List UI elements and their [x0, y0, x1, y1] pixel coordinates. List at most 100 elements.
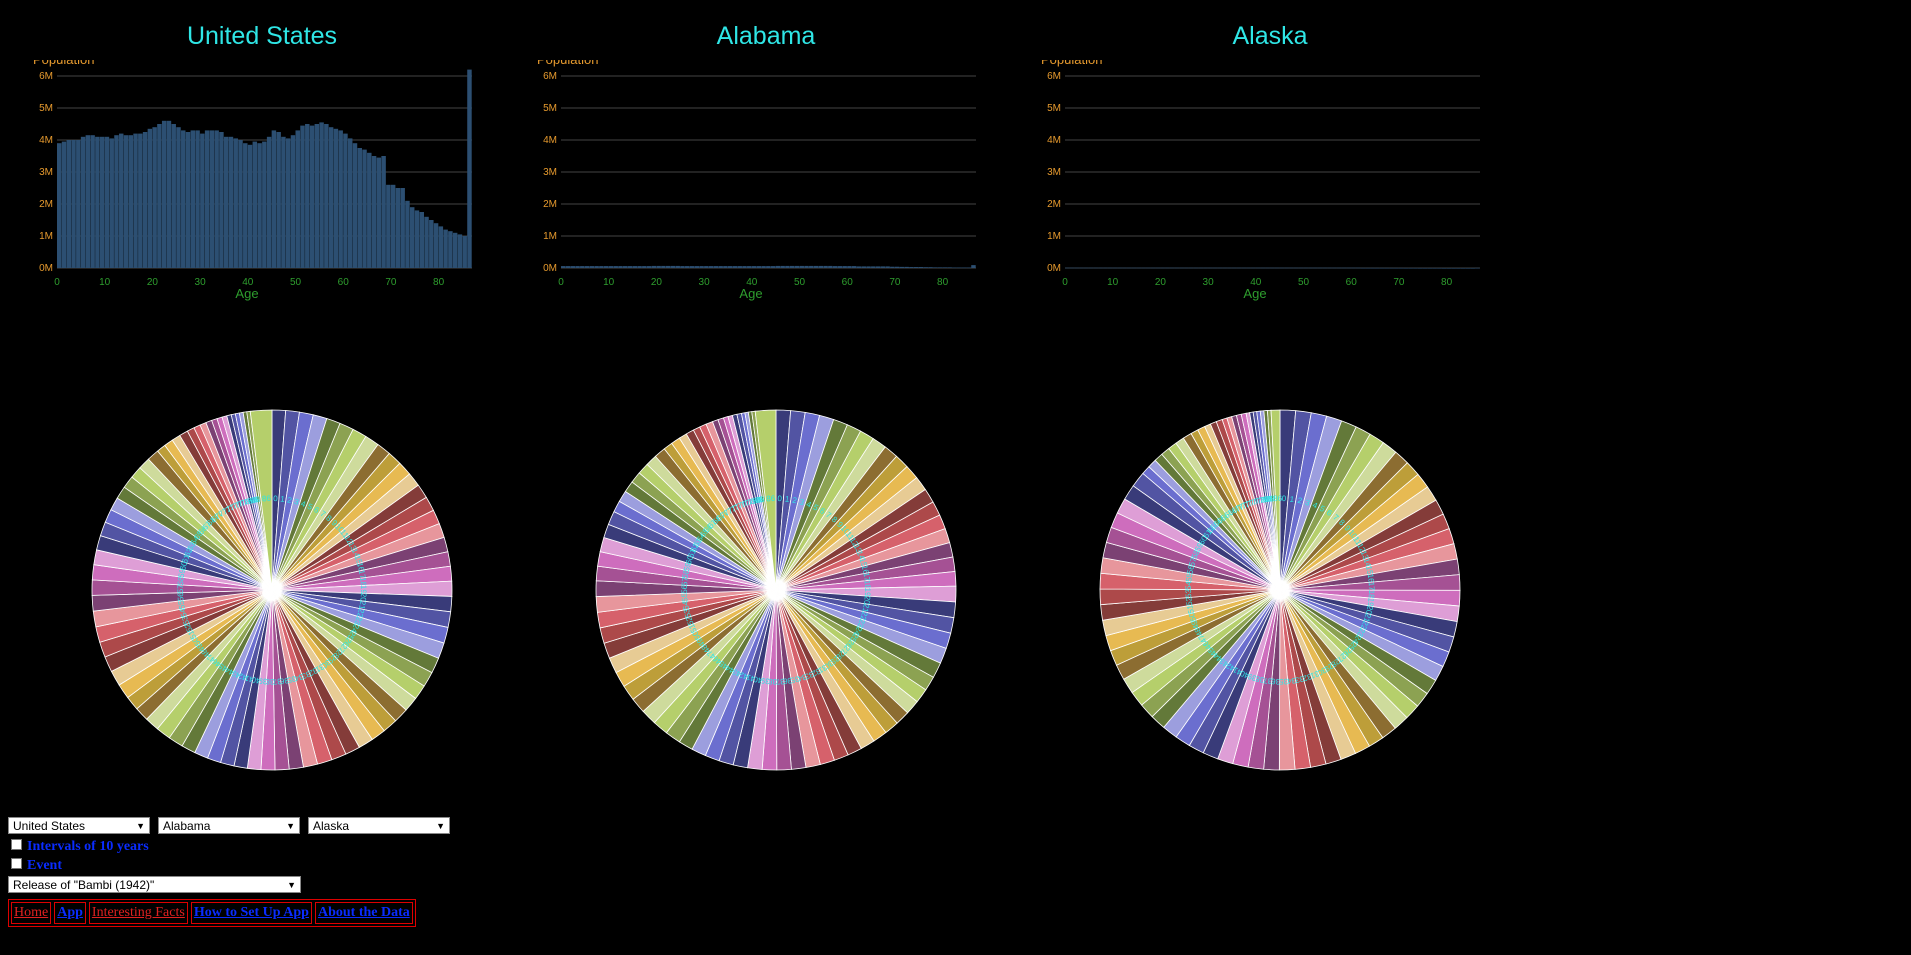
- bar: [1103, 267, 1108, 269]
- intervals-checkbox[interactable]: [11, 839, 22, 850]
- bar: [1370, 267, 1375, 269]
- bar: [1379, 267, 1385, 269]
- x-axis-label: Age: [235, 286, 258, 301]
- x-tick-label: 30: [195, 277, 207, 288]
- y-tick-label: 6M: [1047, 71, 1061, 82]
- y-tick-label: 1M: [1047, 231, 1061, 242]
- bar: [1327, 267, 1332, 269]
- region-select-2[interactable]: Alabama ▼: [158, 817, 300, 834]
- bar: [1293, 267, 1299, 269]
- bar: [1093, 267, 1099, 269]
- bar: [1451, 267, 1456, 269]
- bar: [1384, 267, 1390, 269]
- bar: [918, 267, 924, 268]
- bar: [133, 133, 138, 268]
- pie-slice-label: 53: [1184, 588, 1193, 598]
- bar: [195, 130, 200, 268]
- pie-slice-label: 84: [253, 494, 264, 504]
- bar: [780, 265, 785, 268]
- bar: [76, 140, 81, 268]
- event-select[interactable]: Release of "Bambi (1942)" ▼: [8, 876, 301, 893]
- bar: [775, 265, 781, 268]
- bar: [1394, 267, 1399, 269]
- pie-slice-label: 53: [682, 607, 693, 618]
- bar: [861, 266, 866, 268]
- event-checkbox[interactable]: [11, 858, 22, 869]
- pie-slice-label: 55: [680, 592, 690, 602]
- x-tick-label: 20: [1155, 277, 1167, 288]
- y-tick-label: 5M: [1047, 103, 1061, 114]
- bar: [395, 188, 401, 268]
- pie-slice-label: 21: [357, 600, 367, 611]
- pie-slice-label: 16: [355, 561, 366, 572]
- x-tick-label: 0: [558, 277, 564, 288]
- bar: [1251, 267, 1256, 269]
- region-select-1[interactable]: United States ▼: [8, 817, 150, 834]
- bar: [966, 267, 971, 269]
- pie-slice-label: 36: [279, 676, 290, 686]
- pie-slice-label: 20: [358, 592, 368, 602]
- bar: [1332, 267, 1337, 269]
- nav-app-link[interactable]: App: [54, 902, 86, 924]
- pie-slice-label: 0: [777, 494, 782, 503]
- pie-slice-label: 3: [1304, 498, 1311, 508]
- nav-home-link[interactable]: Home: [11, 902, 52, 924]
- x-tick-label: 20: [147, 277, 159, 288]
- pie-slice-label: 19: [1366, 597, 1376, 608]
- x-tick-label: 40: [746, 277, 758, 288]
- region-select-3[interactable]: Alaska ▼: [308, 817, 450, 834]
- x-tick-label: 10: [1107, 277, 1119, 288]
- bar: [243, 143, 248, 268]
- y-tick-label: 2M: [1047, 199, 1061, 210]
- pie-slice-label: 19: [359, 585, 368, 595]
- nav-setup-link[interactable]: How to Set Up App: [190, 902, 312, 924]
- bar: [443, 229, 448, 268]
- pie-slice-label: 74: [1246, 497, 1258, 508]
- nav-bar: Home App Interesting Facts How to Set Up…: [8, 899, 416, 927]
- x-axis-label: Age: [1243, 286, 1266, 301]
- bar: [228, 136, 234, 268]
- bar: [1298, 267, 1304, 269]
- bar: [204, 130, 210, 268]
- bar: [1227, 267, 1232, 269]
- bar: [871, 266, 876, 268]
- bar: [1217, 267, 1223, 269]
- bar: [1165, 267, 1170, 269]
- bar: [665, 265, 671, 268]
- bar: [99, 136, 105, 268]
- bar: [761, 266, 766, 268]
- bar: [424, 216, 429, 268]
- bar: [1308, 267, 1313, 269]
- chevron-down-icon: ▼: [136, 821, 145, 831]
- nav-interesting-facts-link[interactable]: Interesting Facts: [88, 902, 188, 924]
- bar: [580, 266, 585, 268]
- bar: [1413, 267, 1418, 269]
- pie-slice-label: 19: [863, 588, 872, 598]
- bar: [1146, 267, 1151, 269]
- x-tick-label: 70: [385, 277, 397, 288]
- pie-chart: 0 1 2 3 4 56789101112131415161718192021222324…: [1099, 409, 1461, 771]
- pie-slice-label: 59: [682, 561, 693, 572]
- pie-slice-label: 38: [768, 677, 778, 686]
- pie-slice-label: 52: [1184, 596, 1194, 607]
- bar: [281, 136, 286, 268]
- pie-slice-label: 59: [177, 568, 188, 579]
- pie-slice-label: 41: [243, 673, 254, 684]
- bar: [1136, 267, 1142, 269]
- bar: [1317, 267, 1323, 269]
- pie-slice-label: 37: [1262, 676, 1273, 686]
- bar: [1456, 267, 1461, 269]
- bar: [603, 266, 609, 268]
- pie-slice-label: 58: [1190, 548, 1202, 560]
- pie-slice-label: 54: [1184, 580, 1193, 590]
- pie-slice-label: 61: [180, 553, 192, 565]
- bar: [181, 130, 186, 268]
- bar: [1193, 267, 1199, 269]
- bar: [1460, 267, 1466, 269]
- bar: [138, 133, 143, 268]
- bar: [452, 232, 458, 268]
- bar: [756, 266, 762, 268]
- bar: [670, 265, 676, 268]
- nav-about-data-link[interactable]: About the Data: [314, 902, 413, 924]
- bar: [338, 130, 343, 268]
